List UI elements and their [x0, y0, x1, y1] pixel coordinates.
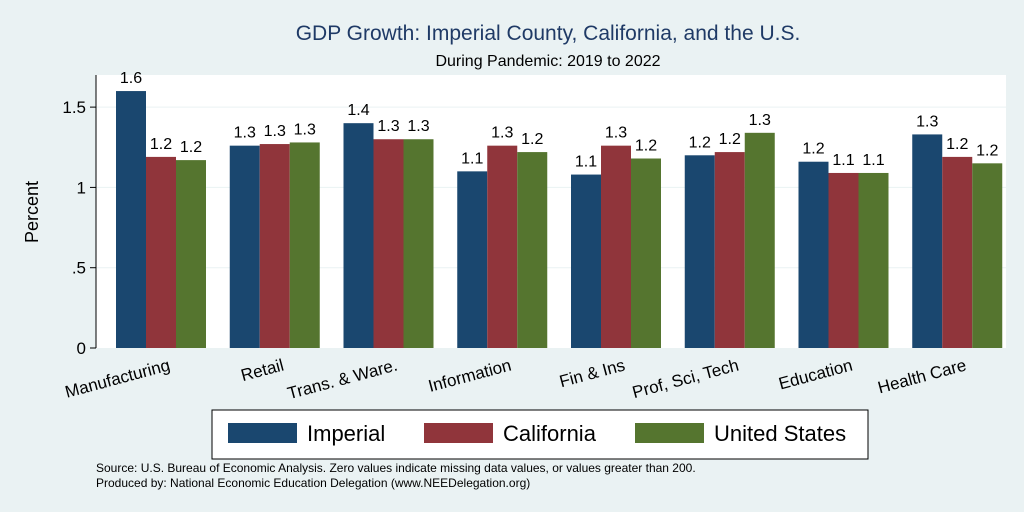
bar — [457, 171, 488, 348]
bar — [942, 156, 973, 348]
bar-value-label: 1.3 — [749, 112, 771, 129]
bar-value-label: 1.3 — [377, 118, 399, 135]
x-tick-label: Trans. & Ware. — [285, 356, 399, 404]
legend-items: Imperial California United States — [228, 421, 846, 446]
chart-subtitle: During Pandemic: 2019 to 2022 — [435, 53, 660, 70]
bar-value-label: 1.1 — [575, 154, 597, 171]
bar-value-label: 1.3 — [264, 123, 286, 140]
y-tick-label: 1.5 — [62, 98, 86, 117]
x-tick-label: Manufacturing — [63, 356, 172, 402]
x-tick-label: Prof, Sci, Tech — [630, 356, 740, 403]
bar — [684, 155, 715, 348]
bars-layer — [116, 91, 1003, 348]
bar-value-label: 1.2 — [689, 134, 711, 151]
bar — [176, 160, 206, 348]
bar-value-label: 1.3 — [605, 125, 627, 142]
y-axis-label: Percent — [22, 181, 42, 243]
y-tick-label: 0 — [77, 339, 86, 358]
bar-value-label: 1.1 — [461, 150, 483, 167]
bar-value-label: 1.2 — [719, 131, 741, 148]
bar-value-label: 1.6 — [120, 70, 142, 87]
bar-value-label: 1.3 — [916, 113, 938, 130]
y-tick-label: .5 — [72, 259, 86, 278]
bar-value-label: 1.1 — [832, 152, 854, 169]
bar-value-label: 1.2 — [150, 136, 172, 153]
legend-label: California — [503, 421, 597, 446]
bar — [229, 145, 260, 348]
bar-value-label: 1.2 — [180, 139, 202, 156]
bar — [972, 163, 1003, 348]
x-tick-label: Information — [426, 356, 513, 396]
legend-swatch — [424, 423, 493, 443]
bar — [858, 172, 889, 348]
x-tick-label: Health Care — [876, 356, 969, 398]
bar — [146, 156, 176, 348]
bar — [828, 172, 859, 348]
legend-label: United States — [714, 421, 846, 446]
legend-swatch — [228, 423, 297, 443]
bar-value-label: 1.3 — [234, 125, 256, 142]
bar — [517, 152, 548, 348]
legend-swatch — [635, 423, 704, 443]
bar — [601, 145, 631, 348]
bar — [631, 158, 661, 348]
bar-value-label: 1.4 — [347, 102, 369, 119]
bar — [373, 139, 404, 348]
bar-value-label: 1.3 — [491, 125, 513, 142]
chart-title: GDP Growth: Imperial County, California,… — [296, 22, 801, 45]
bar — [798, 161, 829, 348]
bar-value-label: 1.2 — [802, 141, 824, 158]
legend: Imperial California United States — [211, 409, 869, 460]
bar — [912, 134, 943, 348]
bar-value-label: 1.3 — [407, 118, 429, 135]
y-ticks-layer: 0 .5 1 1.5 — [62, 98, 96, 358]
legend-label: Imperial — [307, 421, 385, 446]
bar-value-label: 1.2 — [635, 138, 657, 155]
legend-box — [211, 409, 869, 460]
x-tick-label: Education — [777, 356, 855, 394]
data-labels-layer: 1.6 1.2 1.2 1.3 1.3 1.3 1.4 1.3 1.3 1.1 1.3 1.2 1.1 1… — [120, 70, 999, 171]
bar-value-label: 1.2 — [946, 136, 968, 153]
x-tick-label: Fin & Ins — [557, 356, 627, 392]
bar — [259, 144, 290, 348]
bar-value-label: 1.2 — [976, 142, 998, 159]
y-tick-label: 1 — [77, 178, 86, 197]
bar — [487, 145, 518, 348]
produced-by-note: Produced by: National Economic Education… — [96, 476, 531, 490]
bar-value-label: 1.2 — [521, 131, 543, 148]
bar — [714, 152, 745, 348]
bar — [403, 139, 434, 348]
bar-value-label: 1.3 — [294, 121, 316, 138]
x-tick-label: Retail — [239, 356, 286, 386]
chart-canvas: GDP Growth: Imperial County, California,… — [22, 22, 1006, 460]
bar — [116, 91, 146, 348]
bar — [289, 142, 320, 348]
x-ticks-layer: Manufacturing Retail Trans. & Ware. Informa… — [63, 356, 968, 404]
bar — [571, 174, 601, 348]
bar-value-label: 1.1 — [862, 152, 884, 169]
bar — [343, 123, 374, 348]
source-note: Source: U.S. Bureau of Economic Analysis… — [96, 461, 696, 475]
bar — [744, 132, 775, 348]
